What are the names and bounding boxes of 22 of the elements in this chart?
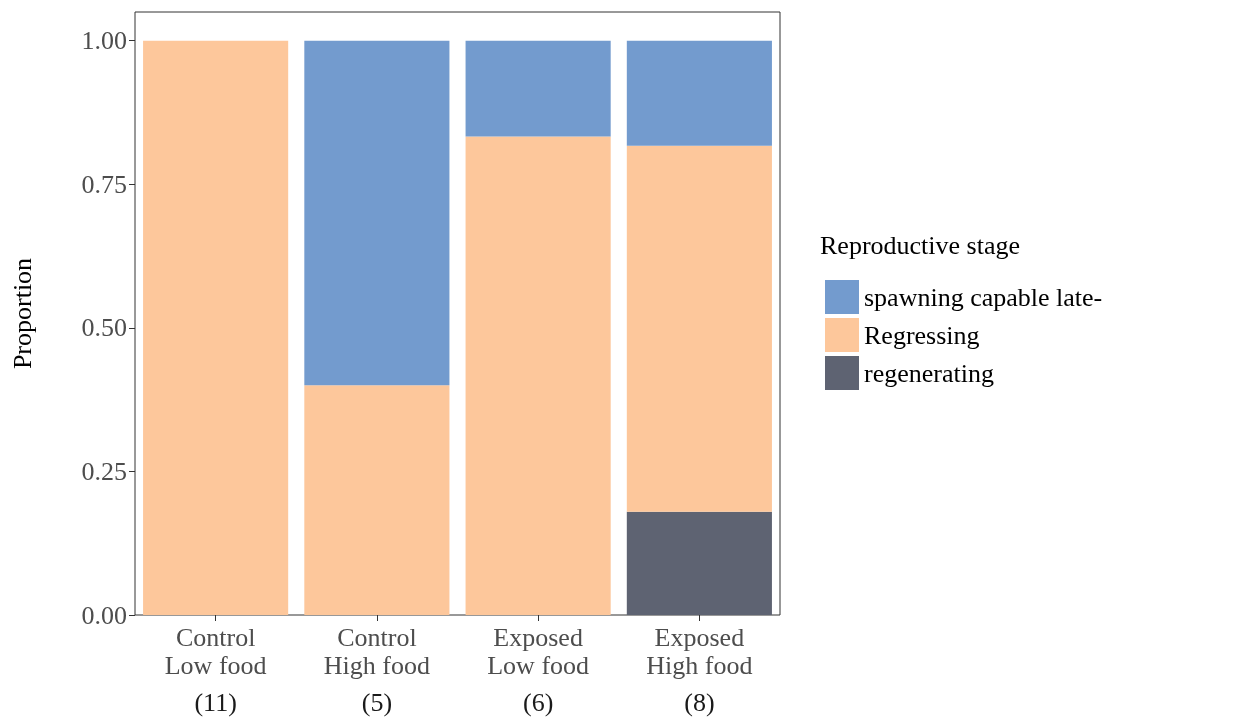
x-tick-label: Control High food (5)	[323, 622, 430, 717]
bar	[465, 136, 611, 615]
legend-label: spawning capable late-	[864, 282, 1103, 312]
y-tick-label: 0.00	[81, 600, 127, 630]
bar	[626, 145, 772, 512]
legend-label: Regressing	[864, 320, 980, 350]
y-tick-label: 0.50	[81, 313, 127, 343]
y-axis-title: Proportion	[7, 257, 37, 370]
x-tick-label: Exposed Low food (6)	[487, 622, 590, 717]
y-tick-label: 0.25	[81, 456, 127, 486]
bar	[143, 40, 289, 615]
y-tick-label: 0.75	[81, 169, 127, 199]
legend-title: Reproductive stage	[820, 230, 1020, 260]
bar	[626, 511, 772, 615]
x-tick-label: Control Low food (11)	[164, 622, 267, 717]
y-tick-label: 1.00	[81, 26, 127, 56]
legend-label: regenerating	[864, 358, 994, 388]
bar	[304, 40, 450, 386]
bar	[465, 40, 611, 137]
x-tick-label: Exposed High food (8)	[646, 622, 753, 717]
bar	[304, 385, 450, 615]
bar	[626, 40, 772, 146]
